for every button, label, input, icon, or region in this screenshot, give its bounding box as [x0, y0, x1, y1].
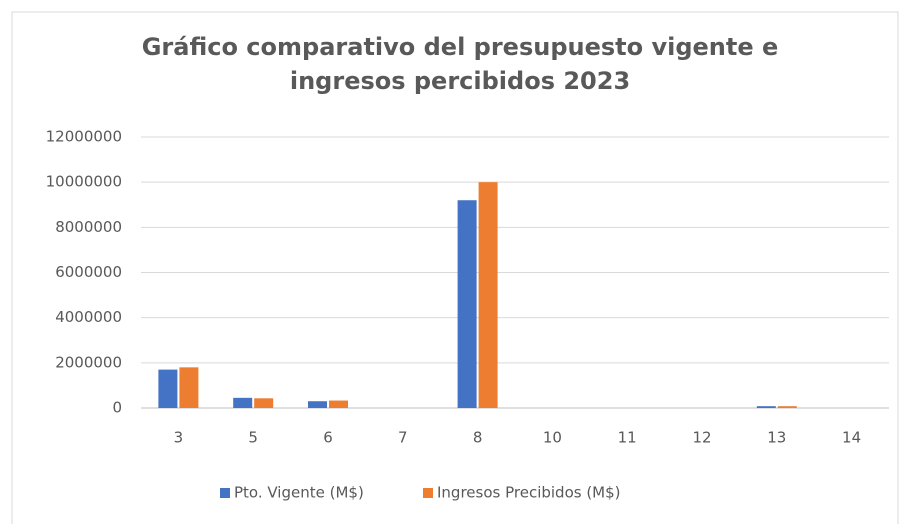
y-tick-label: 6000000 [55, 263, 122, 281]
bar [254, 398, 274, 408]
y-tick-label: 10000000 [46, 173, 122, 191]
x-tick-label: 13 [767, 429, 786, 447]
bar [478, 182, 498, 408]
chart-frame [11, 11, 899, 524]
bar [233, 397, 253, 408]
bar [777, 406, 797, 408]
bar [308, 401, 327, 408]
x-tick-label: 12 [692, 429, 711, 447]
bar [756, 406, 776, 408]
legend-swatch [423, 488, 433, 498]
x-tick-label: 3 [174, 429, 184, 447]
bar [179, 367, 199, 408]
chart-title: Gráfico comparativo del presupuesto vige… [141, 33, 779, 95]
x-tick-label: 8 [473, 429, 483, 447]
x-tick-label: 6 [323, 429, 333, 447]
x-tick-label: 10 [543, 429, 562, 447]
x-tick-label: 7 [398, 429, 408, 447]
bar [158, 369, 178, 408]
legend-label: Pto. Vigente (M$) [234, 484, 364, 502]
x-tick-label: 11 [618, 429, 637, 447]
bar [329, 400, 348, 408]
y-tick-label: 4000000 [55, 308, 122, 326]
x-tick-label: 5 [248, 429, 258, 447]
y-tick-label: 0 [112, 399, 122, 417]
y-tick-label: 8000000 [55, 218, 122, 236]
y-tick-label: 2000000 [55, 353, 122, 371]
x-tick-label: 14 [842, 429, 861, 447]
bar [457, 200, 477, 408]
legend-label: Ingresos Precibidos (M$) [437, 484, 621, 502]
legend-swatch [220, 488, 230, 498]
y-tick-label: 12000000 [46, 128, 122, 146]
